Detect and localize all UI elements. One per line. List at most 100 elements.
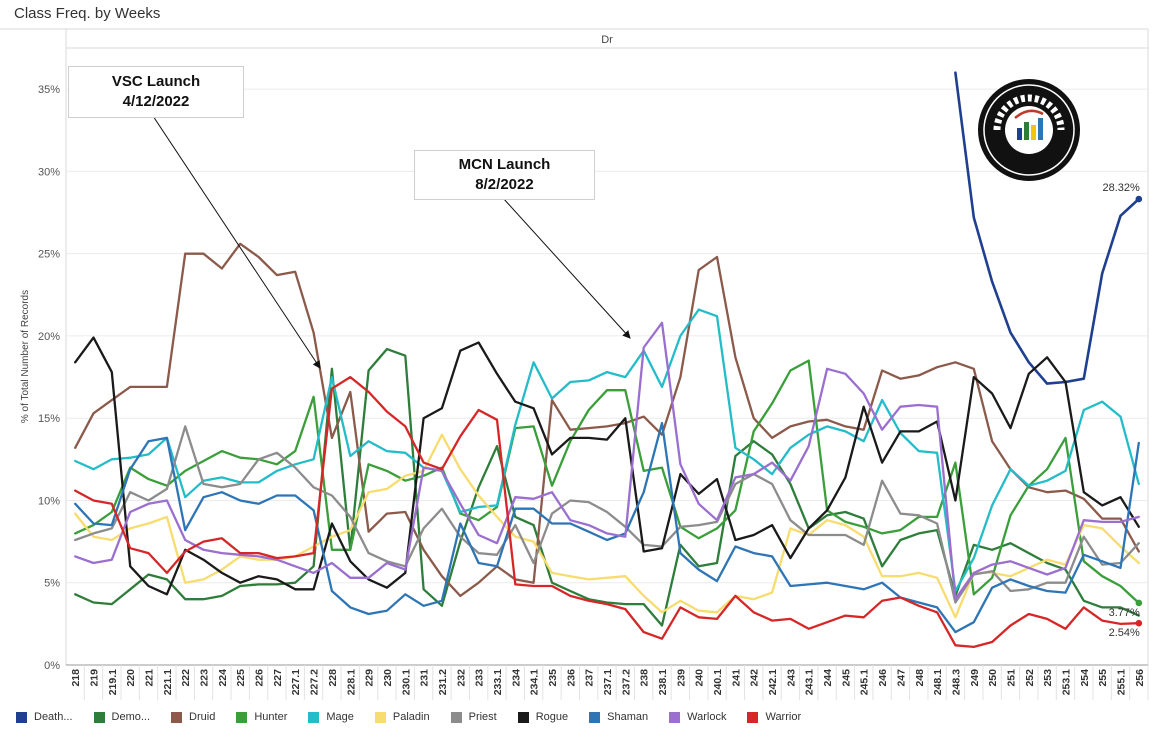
x-tick-label: 230.1 <box>400 669 412 695</box>
legend-label: Death... <box>34 711 73 723</box>
x-tick-label: 235 <box>547 669 559 687</box>
x-tick-label: 225 <box>235 669 247 687</box>
x-tick-label: 253 <box>1042 669 1054 687</box>
legend-item[interactable]: Demo... <box>93 711 151 723</box>
x-tick-label: 250 <box>987 669 999 687</box>
x-tick-label: 237.1 <box>602 669 614 695</box>
vsc-launch-annotation: VSC Launch 4/12/2022 <box>68 66 244 118</box>
chart-legend: Death... Demo... Druid Hunter Mage Paladin Pri… <box>16 708 822 726</box>
x-tick-label: 252 <box>1024 669 1036 687</box>
legend-label: Warlock <box>687 711 727 723</box>
x-tick-label: 247 <box>895 669 907 687</box>
x-tick-label: 228 <box>327 669 339 687</box>
x-tick-label: 229 <box>364 669 376 687</box>
legend-swatch <box>236 711 248 723</box>
series-line <box>74 321 1140 601</box>
x-tick-label: 219.1 <box>107 669 119 695</box>
legend-label: Priest <box>468 711 497 723</box>
x-tick-label: 255 <box>1097 669 1109 687</box>
legend-item[interactable]: Paladin <box>374 711 430 723</box>
panel-header-label: Dr <box>601 34 613 46</box>
series-line <box>74 359 1140 605</box>
legend-item[interactable]: Warlock <box>669 711 726 723</box>
legend-item[interactable]: Priest <box>450 711 497 723</box>
vsc-launch-title: VSC Launch <box>111 73 201 90</box>
legend-item[interactable]: Shaman <box>589 711 648 723</box>
x-tick-label: 243.1 <box>804 669 816 695</box>
series-line <box>74 421 1140 634</box>
mcn-launch-title: MCN Launch <box>458 156 551 173</box>
x-tick-label: 244 <box>822 669 834 687</box>
series-warrior <box>74 375 1140 649</box>
series-death <box>954 71 1141 385</box>
end-point-marker <box>1135 619 1143 627</box>
x-tick-label: 254 <box>1079 669 1091 687</box>
x-tick-label: 238 <box>639 669 651 687</box>
y-tick-label: 35% <box>38 84 60 96</box>
x-tick-label: 239 <box>675 669 687 687</box>
x-tick-label: 245 <box>840 669 852 687</box>
x-tick-label: 251 <box>1005 669 1017 687</box>
legend-item[interactable]: Rogue <box>517 711 569 723</box>
series-warlock <box>74 321 1140 601</box>
x-tick-label: 242 <box>749 669 761 687</box>
chart-title: Class Freq. by Weeks <box>14 5 161 22</box>
y-tick-label: 10% <box>38 495 60 507</box>
legend-label: Mage <box>326 711 354 723</box>
series-line <box>74 336 1140 596</box>
data-reaper-report-logo <box>978 79 1080 181</box>
annotation-arrow <box>152 115 321 369</box>
series-line <box>74 425 1140 604</box>
series-line <box>74 375 1140 649</box>
legend-label: Demo... <box>111 711 151 723</box>
legend-item[interactable]: Druid <box>171 711 215 723</box>
x-tick-label: 240.1 <box>712 669 724 695</box>
y-tick-label: 0% <box>44 660 60 672</box>
legend-label: Paladin <box>392 711 430 723</box>
end-point-marker <box>1135 195 1143 203</box>
legend-label: Hunter <box>254 711 288 723</box>
y-axis-label: % of Total Number of Records <box>20 290 31 423</box>
mcn-launch-date: 8/2/2022 <box>475 176 534 193</box>
y-tick-label: 20% <box>38 331 60 343</box>
x-tick-label: 228.1 <box>345 669 357 695</box>
x-tick-label: 227.2 <box>309 669 321 695</box>
x-tick-label: 246 <box>877 669 889 687</box>
y-tick-label: 30% <box>38 166 60 178</box>
series-line <box>954 71 1141 385</box>
x-tick-label: 233.1 <box>492 669 504 695</box>
series-paladin <box>74 433 1140 619</box>
legend-item[interactable]: Hunter <box>236 711 287 723</box>
end-value-label: 2.54% <box>1109 627 1140 639</box>
legend-swatch <box>374 711 386 723</box>
x-tick-label: 243 <box>785 669 797 687</box>
x-tick-label: 242.1 <box>767 669 779 695</box>
x-tick-label: 245.1 <box>859 669 871 695</box>
series-line <box>74 308 1140 593</box>
legend-label: Druid <box>189 711 216 723</box>
y-tick-label: 25% <box>38 249 60 261</box>
x-tick-label: 256 <box>1134 669 1146 687</box>
legend-item[interactable]: Warrior <box>747 711 801 723</box>
x-tick-label: 232 <box>455 669 467 687</box>
x-tick-label: 223 <box>199 669 211 687</box>
x-tick-label: 227.1 <box>290 669 302 695</box>
x-tick-label: 224 <box>217 669 229 687</box>
legend-item[interactable]: Mage <box>308 711 354 723</box>
x-tick-label: 231 <box>419 669 431 687</box>
legend-swatch <box>93 711 105 723</box>
x-tick-label: 221 <box>144 669 156 687</box>
x-tick-label: 234.1 <box>529 669 541 695</box>
legend-label: Shaman <box>607 711 649 723</box>
x-tick-label: 249 <box>969 669 981 687</box>
legend-label: Rogue <box>535 711 569 723</box>
legend-swatch <box>171 711 183 723</box>
legend-item[interactable]: Death... <box>16 711 73 723</box>
x-tick-label: 226 <box>254 669 266 687</box>
series-line <box>74 242 1140 598</box>
x-tick-label: 248 <box>914 669 926 687</box>
y-tick-label: 5% <box>44 578 60 590</box>
vsc-launch-date: 4/12/2022 <box>122 93 190 110</box>
x-tick-label: 218 <box>70 669 82 687</box>
